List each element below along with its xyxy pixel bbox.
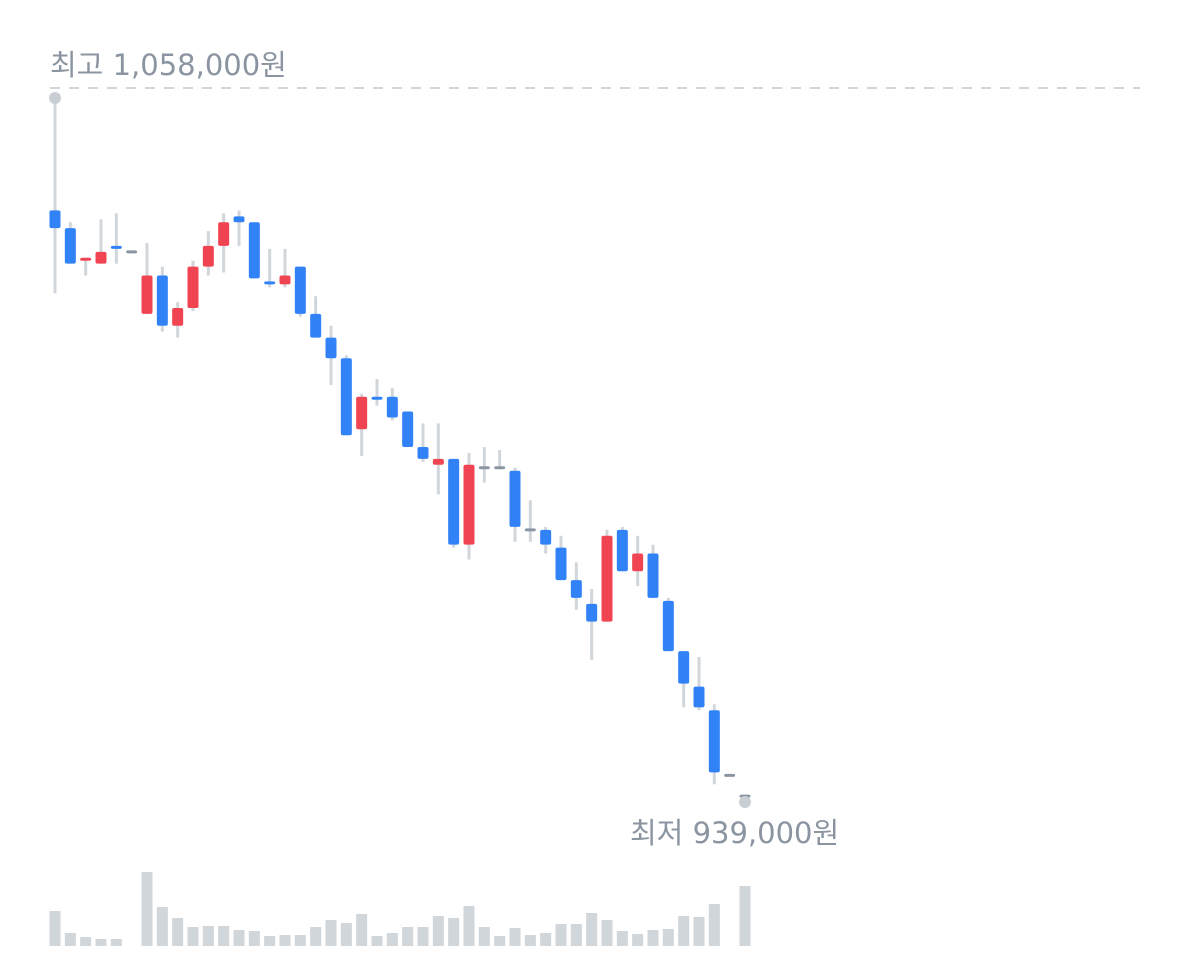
volume-bar (294, 935, 306, 946)
volume-bar (172, 918, 184, 946)
candle-body (294, 266, 306, 314)
candle-body (632, 553, 644, 572)
candle-body (95, 251, 107, 264)
candle-body (356, 396, 368, 430)
volume-bar (218, 926, 230, 946)
volume-bar (356, 914, 368, 946)
volume-bar (601, 920, 613, 946)
candle-body (371, 396, 383, 400)
volume-bar (386, 933, 398, 946)
candle-body (678, 651, 690, 684)
volume-bar (248, 931, 260, 946)
volume-bar (340, 923, 352, 946)
candle-body (126, 250, 138, 254)
volume-bar (417, 927, 429, 946)
volume-bar (141, 872, 153, 946)
candle-body (310, 313, 322, 338)
volume-bar (463, 906, 475, 946)
volume-bar (478, 927, 490, 946)
volume-bar (647, 930, 659, 946)
candle-body (141, 275, 153, 314)
candle-body (218, 222, 230, 246)
candle-body (417, 447, 429, 459)
low-label: 최저 939,000원 (630, 816, 839, 850)
candle-body (80, 257, 92, 261)
candle-body (279, 275, 291, 285)
candle-body (555, 547, 567, 581)
candle-body (432, 458, 444, 465)
candle-body (156, 275, 168, 326)
candle-body (570, 580, 582, 598)
volume-bar (509, 928, 521, 946)
volume-bar (540, 933, 552, 946)
candle-body (524, 528, 536, 532)
candle-body (478, 466, 490, 470)
candle-body (601, 535, 613, 622)
candle-body (340, 358, 352, 436)
volume-bar (432, 916, 444, 946)
candle-body (64, 228, 76, 264)
candle-body (448, 458, 460, 545)
volume-bar (616, 931, 628, 946)
high-marker (49, 92, 61, 104)
volume-bar (586, 913, 598, 946)
volume-bar (524, 935, 536, 946)
candle-body (662, 600, 674, 652)
candle-body (586, 603, 598, 622)
candle-body (509, 470, 521, 527)
candle-body (110, 245, 122, 249)
candle-body (172, 308, 184, 326)
volume-bar (662, 929, 674, 946)
volume-bar (494, 936, 506, 946)
candle-body (248, 222, 260, 279)
volume-bar (202, 926, 214, 946)
candle-body (325, 337, 337, 359)
volume-bar (310, 927, 322, 946)
candle-body (540, 529, 552, 545)
volume-bar (187, 927, 199, 946)
volume-bar (739, 886, 751, 946)
volume-bar (264, 936, 276, 946)
volume-bar (233, 930, 245, 946)
volume-bar (371, 936, 383, 946)
candle-body (693, 686, 705, 708)
volume-bar (678, 916, 690, 946)
volume-bar (448, 918, 460, 946)
volume-bar (402, 927, 414, 946)
volume-bar (708, 904, 720, 946)
candle-body (463, 464, 475, 545)
volume-bar (325, 920, 337, 946)
candle-body (494, 466, 506, 470)
candle-body (647, 553, 659, 598)
volume-bar (279, 935, 291, 946)
volume-bar (632, 934, 644, 946)
volume-bar (64, 933, 76, 946)
candle-body (402, 411, 414, 448)
candle-body (202, 245, 214, 267)
volume-bar (570, 924, 582, 946)
volume-bar (49, 911, 61, 946)
candle-body (233, 216, 245, 223)
candle-body (187, 266, 199, 309)
candle-body (386, 396, 398, 418)
low-marker (739, 796, 751, 808)
volume-bar (555, 924, 567, 946)
volume-bar (80, 937, 92, 946)
candle-body (708, 710, 720, 773)
volume-bar (693, 917, 705, 946)
volume-bar (95, 939, 107, 946)
candle-body (49, 210, 61, 229)
candle-body (616, 529, 628, 572)
volume-bar (156, 907, 168, 946)
candle-body (724, 773, 736, 777)
volume-bar (110, 939, 122, 946)
high-label: 최고 1,058,000원 (50, 48, 287, 82)
candle-body (264, 281, 276, 285)
